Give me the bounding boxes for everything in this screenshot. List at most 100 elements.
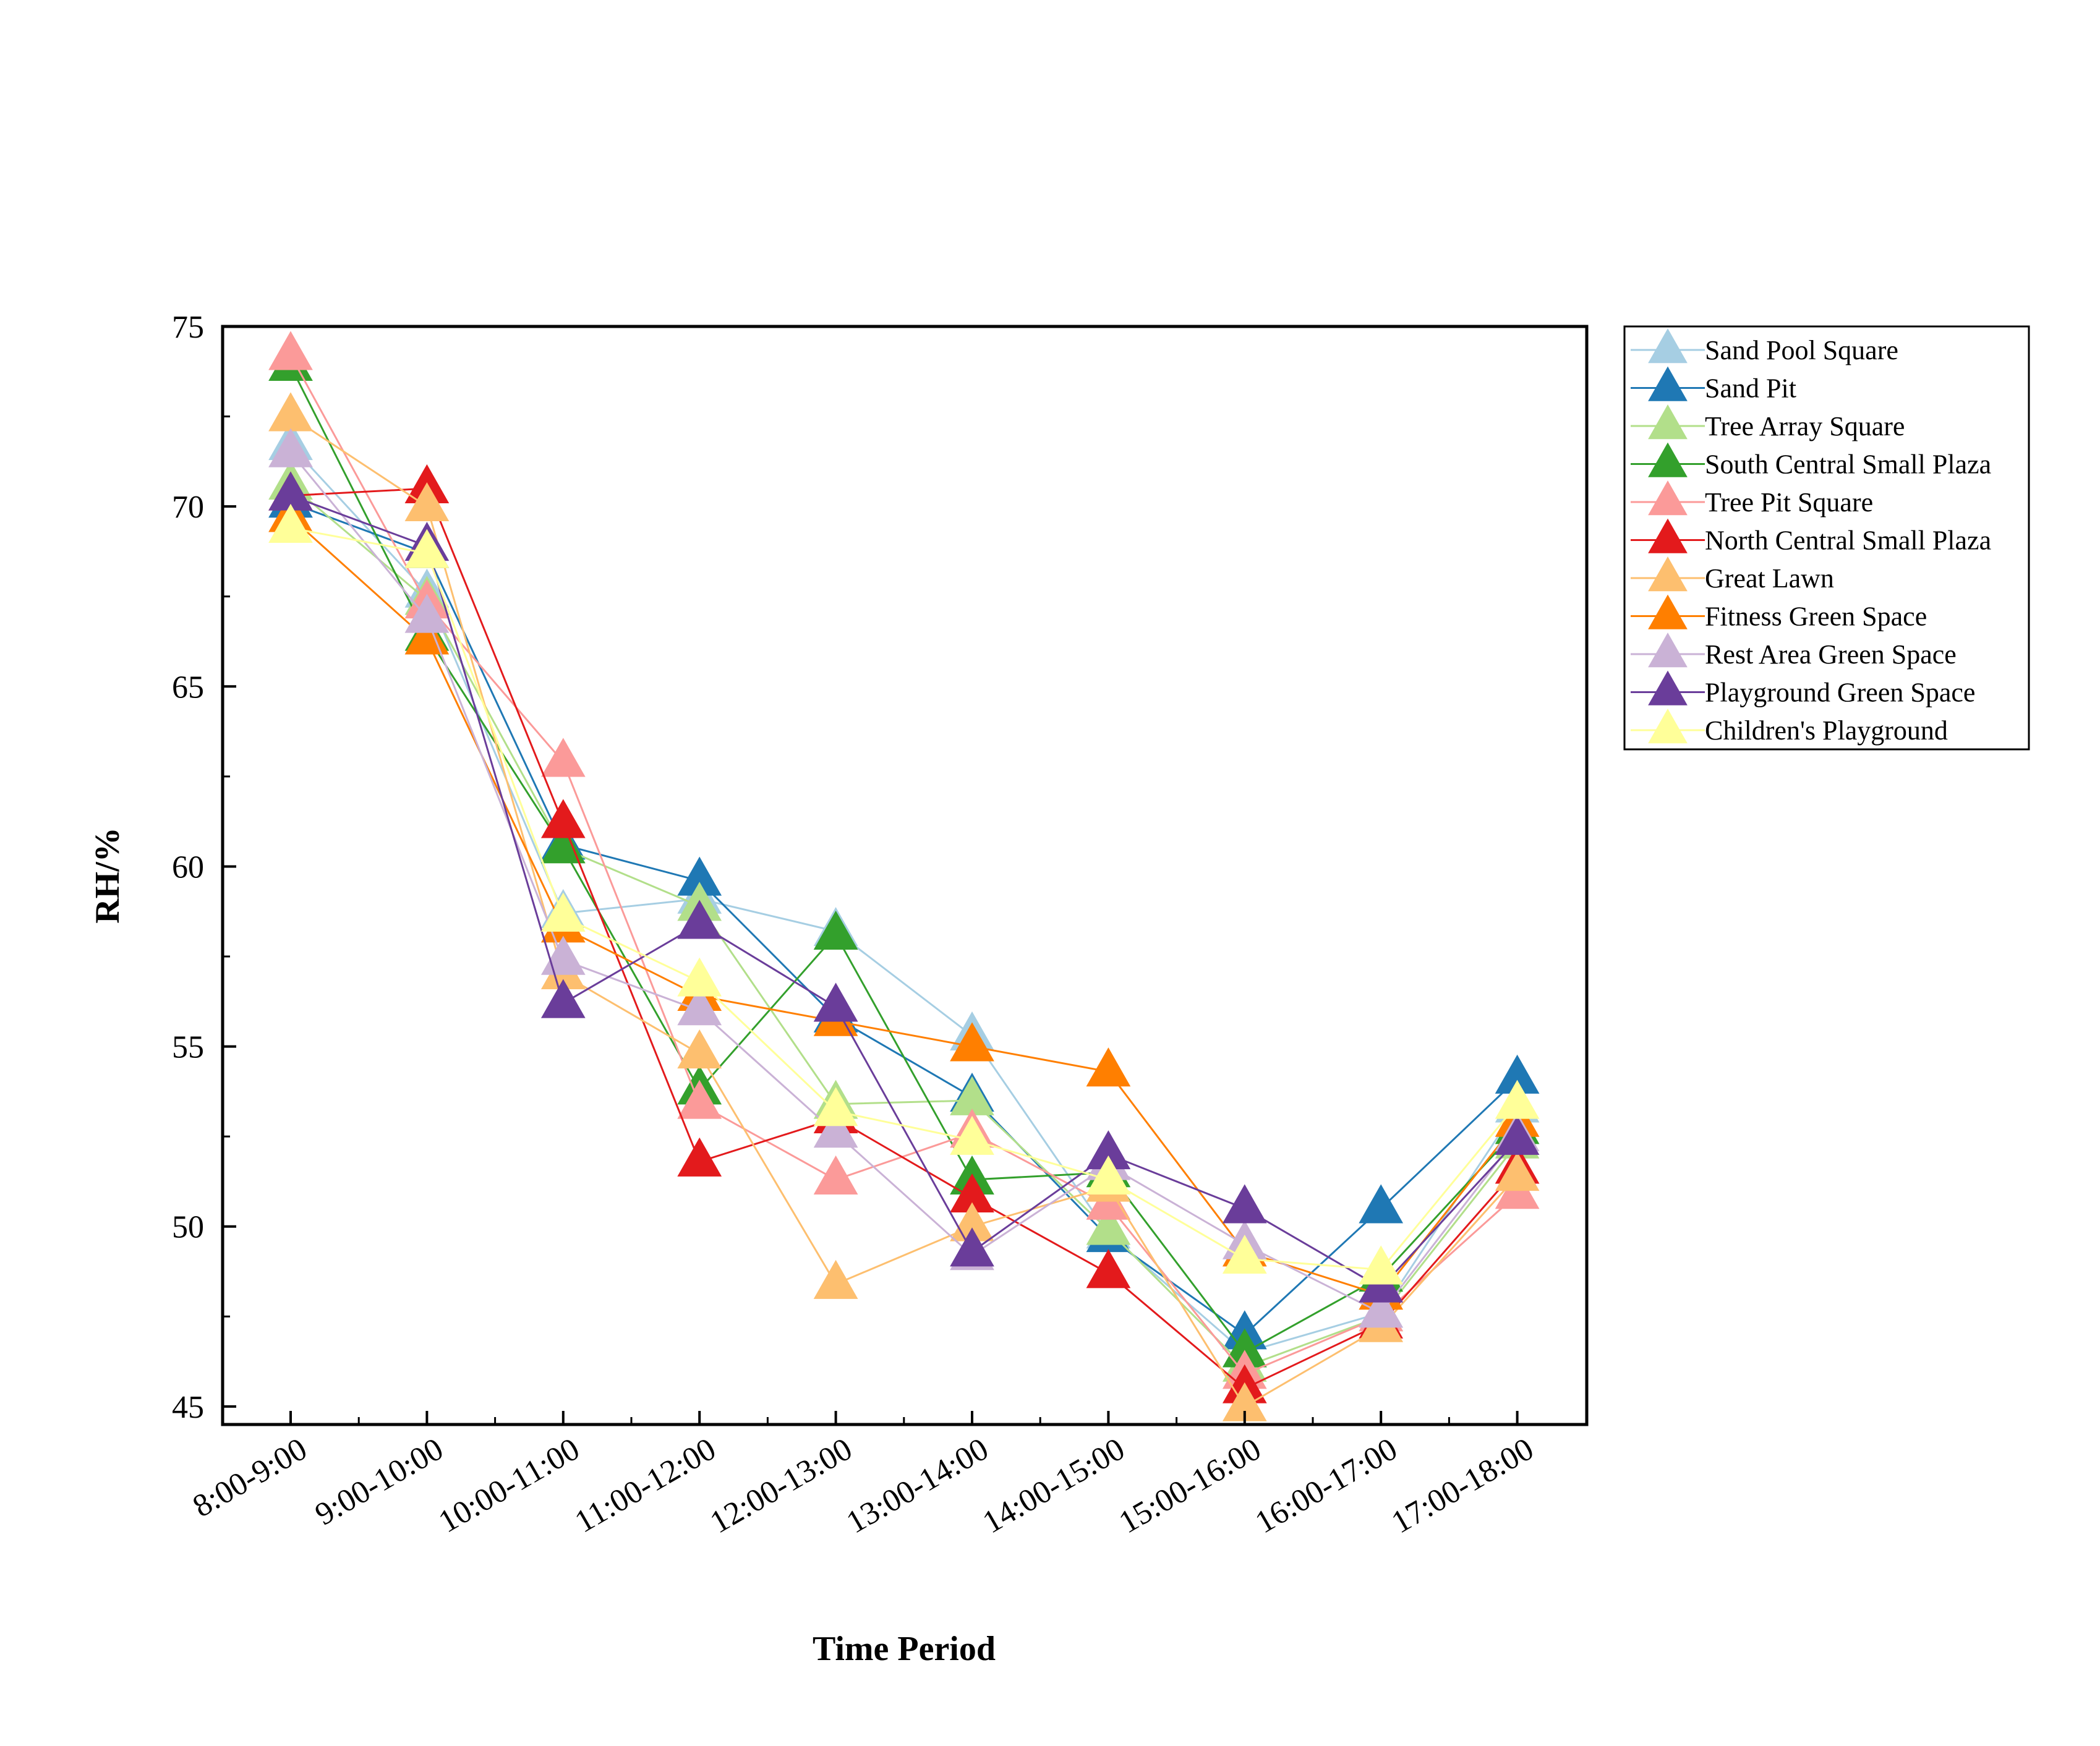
y-axis-title: RH/%	[88, 827, 127, 924]
series-line	[289, 365, 1518, 1354]
data-point	[813, 982, 858, 1022]
series-layer	[268, 331, 1540, 1421]
x-tick-label: 16:00-17:00	[1250, 1431, 1404, 1540]
series-group	[268, 420, 1540, 1368]
series-line	[289, 445, 1518, 1354]
data-point	[1222, 1234, 1267, 1274]
legend-label: Rest Area Green Space	[1705, 639, 1957, 670]
series-group	[268, 428, 1540, 1328]
data-point	[1086, 1155, 1131, 1195]
y-tick-label: 60	[172, 850, 204, 885]
series-group	[268, 479, 1540, 1350]
data-point	[1086, 1249, 1131, 1288]
data-point	[813, 1155, 858, 1195]
data-point	[1086, 1047, 1131, 1087]
data-point	[1495, 1152, 1540, 1191]
data-point	[268, 331, 313, 370]
x-tick-label: 9:00-10:00	[309, 1431, 449, 1532]
data-point	[950, 1115, 994, 1155]
data-point	[677, 957, 722, 997]
series-line	[290, 415, 1518, 1408]
x-tick-label: 17:00-18:00	[1386, 1431, 1540, 1540]
x-tick-label: 10:00-11:00	[433, 1431, 586, 1540]
series-line	[290, 527, 1518, 1271]
data-point	[677, 1029, 722, 1069]
x-tick-label: 11:00-12:00	[569, 1431, 722, 1540]
y-tick-label: 55	[172, 1030, 204, 1065]
series-line	[290, 484, 1518, 1368]
legend-label: Great Lawn	[1705, 563, 1834, 594]
data-point	[540, 799, 586, 838]
data-point	[950, 1227, 994, 1267]
legend-marker	[1648, 709, 1688, 744]
legend-marker	[1648, 556, 1688, 592]
data-point	[268, 392, 313, 432]
legend-marker	[1648, 404, 1688, 440]
series-line	[289, 516, 1518, 1297]
data-point	[404, 529, 450, 568]
legend-label: Sand Pool Square	[1705, 335, 1898, 365]
data-point	[540, 738, 586, 777]
data-point	[1495, 1115, 1540, 1155]
data-point	[404, 482, 450, 522]
series-line	[290, 487, 1518, 1390]
data-point	[813, 1259, 858, 1299]
data-point	[813, 1087, 858, 1126]
data-point	[813, 910, 858, 950]
legend-label: Tree Pit Square	[1705, 487, 1873, 517]
legend-label: Sand Pit	[1705, 373, 1796, 404]
series-group	[268, 341, 1540, 1368]
series-line	[289, 354, 1518, 1376]
legend-marker	[1648, 442, 1688, 477]
x-axis-title: Time Period	[813, 1630, 996, 1668]
series-group	[268, 471, 1540, 1303]
data-point	[813, 1109, 858, 1148]
legend-label: North Central Small Plaza	[1705, 526, 1991, 556]
data-point	[540, 892, 586, 932]
legend-marker	[1648, 670, 1688, 705]
legend-marker	[1648, 480, 1688, 516]
data-point	[677, 1080, 722, 1119]
series-line	[290, 501, 1518, 1336]
y-tick-label: 50	[172, 1210, 204, 1245]
data-point	[540, 979, 586, 1018]
legend-marker	[1648, 328, 1688, 364]
legend-label: Tree Array Square	[1705, 411, 1905, 441]
data-point	[1359, 1288, 1404, 1328]
legend-marker	[1648, 366, 1688, 401]
data-point	[1086, 1206, 1131, 1245]
x-tick-label: 12:00-13:00	[704, 1431, 858, 1540]
axis-layer: 45 50 55 60 65 70 75 8:00-9:009:00-10:0010:00-1…	[172, 310, 1540, 1541]
data-point	[1222, 1184, 1267, 1224]
y-tick-label: 75	[172, 310, 204, 345]
data-point	[677, 900, 722, 939]
legend: Sand Pool Square Sand Pit Tree Array Squar…	[1623, 325, 2030, 751]
series-group	[268, 331, 1540, 1389]
x-tick-label: 14:00-15:00	[977, 1431, 1131, 1540]
series-group	[268, 461, 1540, 1382]
data-point	[677, 1137, 722, 1177]
data-point	[1359, 1184, 1404, 1224]
series-line	[289, 451, 1518, 1314]
x-tick-label: 15:00-16:00	[1113, 1431, 1267, 1540]
data-point	[404, 594, 450, 633]
data-point	[1359, 1245, 1404, 1285]
data-point	[1495, 1080, 1540, 1119]
data-point	[268, 503, 313, 543]
series-line	[290, 495, 1518, 1289]
legend-label: South Central Small Plaza	[1705, 449, 1991, 480]
y-tick-label: 65	[172, 670, 204, 705]
series-group	[268, 503, 1540, 1285]
data-point	[950, 1022, 994, 1062]
x-tick-label: 8:00-9:00	[187, 1431, 313, 1524]
data-point	[540, 824, 586, 864]
y-tick-label: 70	[172, 490, 204, 525]
legend-marker	[1648, 594, 1688, 629]
y-tick-label: 45	[172, 1390, 204, 1425]
legend-frame	[1623, 325, 2030, 751]
legend-marker	[1648, 632, 1688, 668]
legend-marker	[1648, 518, 1688, 553]
data-point	[677, 986, 722, 1026]
x-tick-label: 13:00-14:00	[840, 1431, 994, 1540]
